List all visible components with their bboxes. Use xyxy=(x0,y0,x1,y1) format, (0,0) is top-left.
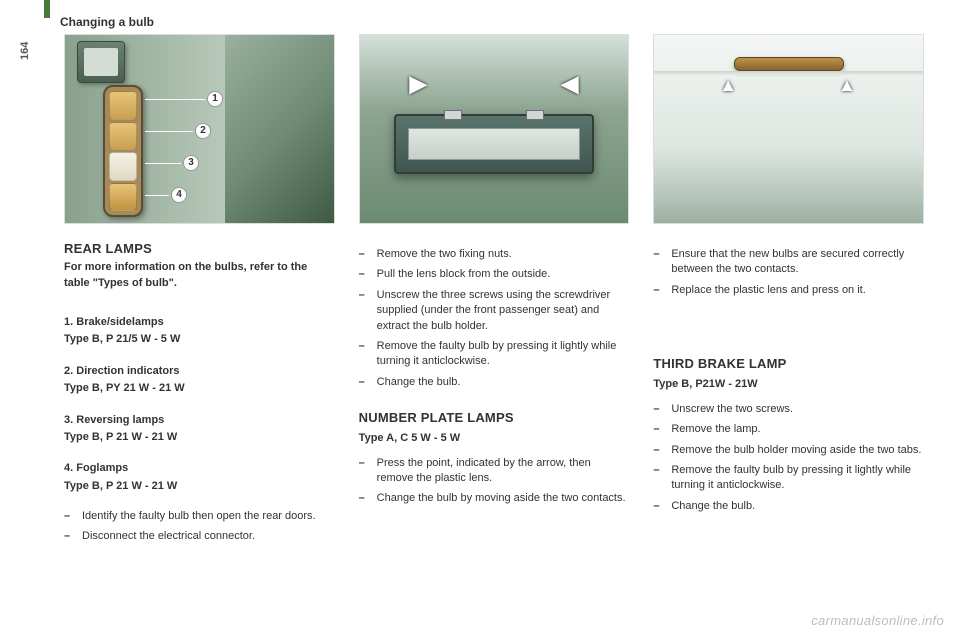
third-brake-lamp-strip xyxy=(734,57,844,71)
item-label: Reversing lamps xyxy=(76,414,164,426)
plate-lamp-left xyxy=(444,110,462,120)
callout-2: 2 xyxy=(145,123,211,139)
rear-lamp-steps-b: Remove the two fixing nuts. Pull the len… xyxy=(359,242,630,395)
item-label: Direction indicators xyxy=(76,365,179,377)
lamp-brake-sidelamp xyxy=(109,91,137,120)
arrow-right-icon: ▶ xyxy=(410,69,427,100)
number-plate-steps-b: Ensure that the new bulbs are secured co… xyxy=(653,242,924,303)
column-2: ▶ ◀ Remove the two fixing nuts. Pull the… xyxy=(359,34,630,554)
lamp-fog xyxy=(109,183,137,212)
callout-number: 4 xyxy=(171,187,187,203)
callout-3: 3 xyxy=(145,155,199,171)
step: Replace the plastic lens and press on it… xyxy=(653,283,924,298)
step: Unscrew the two screws. xyxy=(653,402,924,417)
column-1: 1 2 3 4 REAR LAMPS For more information … xyxy=(64,34,335,554)
chapter-title: Changing a bulb xyxy=(60,14,154,31)
step: Remove the faulty bulb by pressing it li… xyxy=(653,463,924,494)
lamp-direction-indicator xyxy=(109,122,137,151)
rear-lamp-cluster xyxy=(103,85,143,217)
manual-page: Changing a bulb 164 1 2 3 4 REAR LAMPS F… xyxy=(0,0,960,640)
step: Press the point, indicated by the arrow,… xyxy=(359,456,630,487)
number-plate-frame xyxy=(394,114,594,174)
step: Remove the lamp. xyxy=(653,422,924,437)
heading-third-brake-lamp: THIRD BRAKE LAMP xyxy=(653,355,924,373)
number-plate-spec: Type A, C 5 W - 5 W xyxy=(359,431,630,446)
number-plate xyxy=(408,128,580,160)
step: Change the bulb by moving aside the two … xyxy=(359,491,630,506)
callout-4: 4 xyxy=(145,187,187,203)
step: Unscrew the three screws using the screw… xyxy=(359,288,630,334)
item-label: Brake/sidelamps xyxy=(76,316,163,328)
figure-number-plate: ▶ ◀ xyxy=(359,34,630,224)
callout-number: 2 xyxy=(195,123,211,139)
lamp-reversing xyxy=(109,152,137,181)
arrow-up-icon: ▲ xyxy=(719,73,737,98)
item-label: Foglamps xyxy=(76,462,128,474)
step: Identify the faulty bulb then open the r… xyxy=(64,509,335,524)
item-number: 2. xyxy=(64,365,73,377)
item-spec: Type B, P 21/5 W - 5 W xyxy=(64,332,335,347)
item-number: 3. xyxy=(64,414,73,426)
intro-text: For more information on the bulbs, refer… xyxy=(64,260,335,291)
callout-number: 3 xyxy=(183,155,199,171)
step: Pull the lens block from the outside. xyxy=(359,267,630,282)
heading-rear-lamps: REAR LAMPS xyxy=(64,240,335,258)
section-tab xyxy=(44,0,50,18)
heading-number-plate-lamps: NUMBER PLATE LAMPS xyxy=(359,409,630,427)
rear-lamp-steps-a: Identify the faulty bulb then open the r… xyxy=(64,504,335,550)
step: Change the bulb. xyxy=(653,499,924,514)
third-brake-spec: Type B, P21W - 21W xyxy=(653,377,924,392)
callout-number: 1 xyxy=(207,91,223,107)
figure-third-brake-lamp: ▲ ▲ xyxy=(653,34,924,224)
column-3: ▲ ▲ Ensure that the new bulbs are secure… xyxy=(653,34,924,554)
side-mirror-icon xyxy=(77,41,125,83)
lamp-item-2: 2. Direction indicators xyxy=(64,364,335,379)
lamp-item-3: 3. Reversing lamps xyxy=(64,413,335,428)
item-number: 1. xyxy=(64,316,73,328)
watermark-text: carmanualsonline.info xyxy=(811,612,944,630)
step: Remove the two fixing nuts. xyxy=(359,247,630,262)
step: Remove the bulb holder moving aside the … xyxy=(653,443,924,458)
step: Ensure that the new bulbs are secured co… xyxy=(653,247,924,278)
step: Disconnect the electrical connector. xyxy=(64,529,335,544)
arrow-left-icon: ◀ xyxy=(561,69,578,100)
roof-edge xyxy=(654,71,923,75)
item-spec: Type B, P 21 W - 21 W xyxy=(64,479,335,494)
page-number: 164 xyxy=(18,42,33,60)
step: Remove the faulty bulb by pressing it li… xyxy=(359,339,630,370)
content-columns: 1 2 3 4 REAR LAMPS For more information … xyxy=(64,34,924,554)
item-number: 4. xyxy=(64,462,73,474)
step: Change the bulb. xyxy=(359,375,630,390)
figure-rear-lamps: 1 2 3 4 xyxy=(64,34,335,224)
lamp-item-4: 4. Foglamps xyxy=(64,461,335,476)
number-plate-steps: Press the point, indicated by the arrow,… xyxy=(359,451,630,512)
arrow-up-icon: ▲ xyxy=(838,73,856,98)
plate-lamp-right xyxy=(526,110,544,120)
item-spec: Type B, P 21 W - 21 W xyxy=(64,430,335,445)
item-spec: Type B, PY 21 W - 21 W xyxy=(64,381,335,396)
callout-1: 1 xyxy=(145,91,223,107)
lamp-item-1: 1. Brake/sidelamps xyxy=(64,315,335,330)
third-brake-steps: Unscrew the two screws. Remove the lamp.… xyxy=(653,397,924,519)
